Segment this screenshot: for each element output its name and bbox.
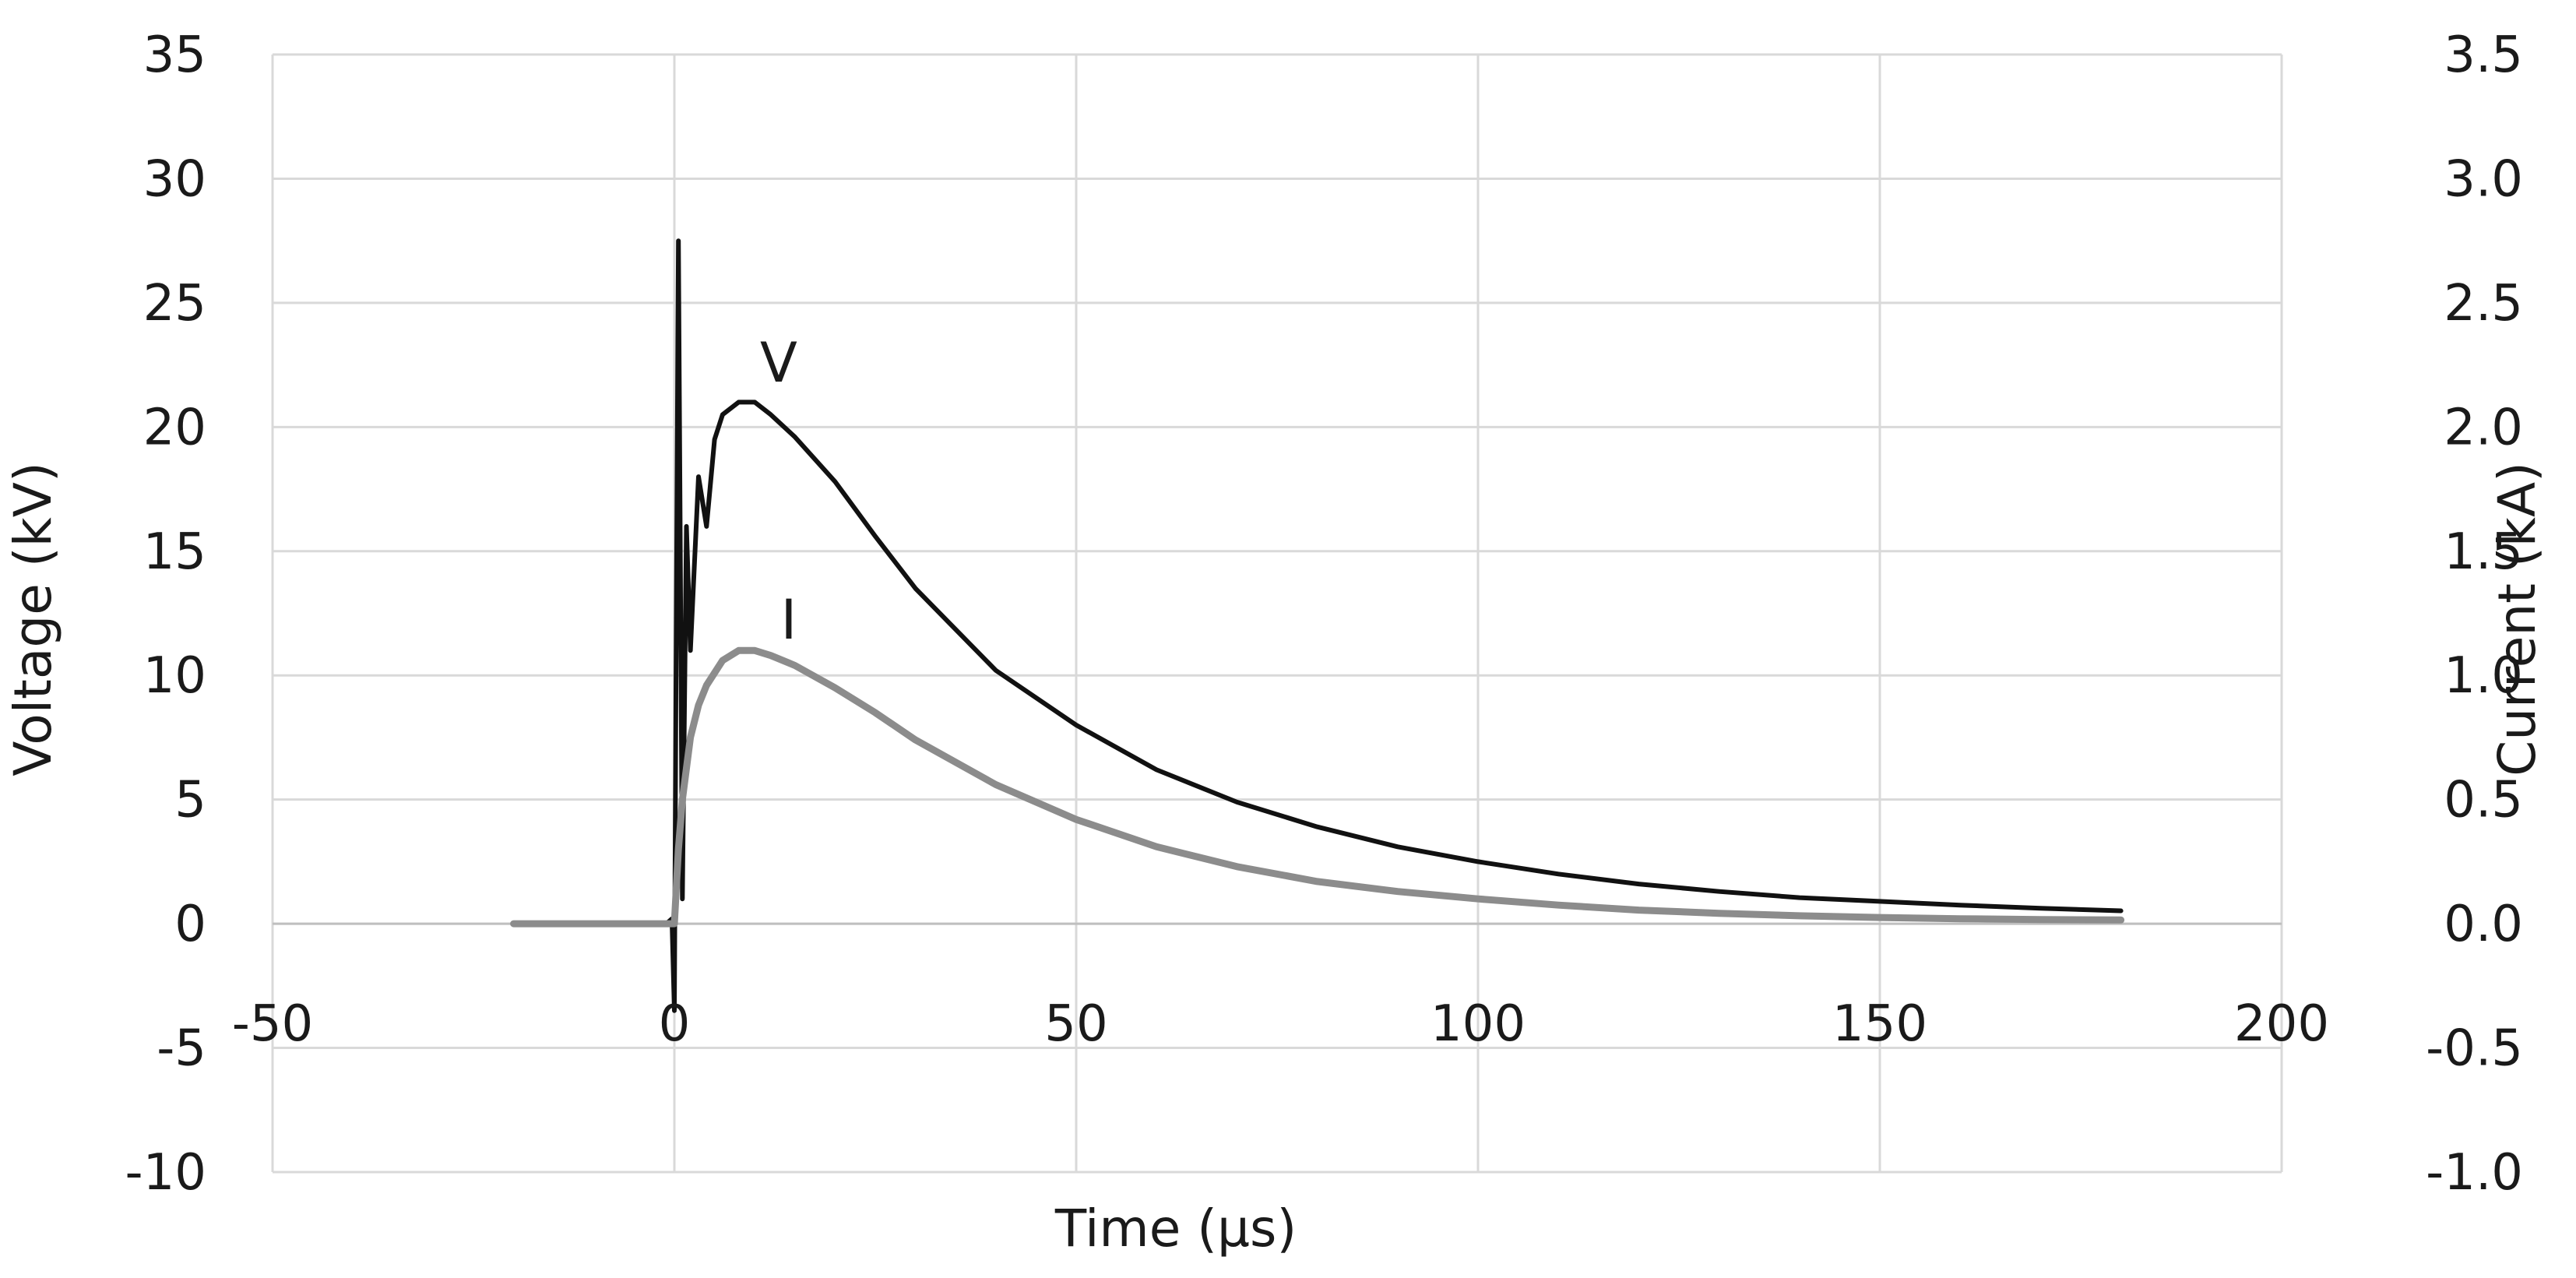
series-lines xyxy=(510,238,2125,1013)
right-y-tick-label: 1.5 xyxy=(2444,523,2523,581)
series-label-i: I xyxy=(781,588,797,652)
left-y-tick-label: -10 xyxy=(125,1144,206,1202)
right-y-tick-label: -0.5 xyxy=(2426,1020,2523,1078)
series-line-i xyxy=(510,646,2125,928)
series-line-v xyxy=(511,238,2124,1013)
right-y-tick-label: 1.0 xyxy=(2444,647,2523,705)
left-y-tick-label: 35 xyxy=(143,26,206,84)
right-y-tick-label: 0.0 xyxy=(2444,896,2523,953)
right-y-axis-title: Current (kA) xyxy=(2487,462,2547,776)
right-y-tick-label: 2.0 xyxy=(2444,399,2523,456)
left-y-tick-label: 25 xyxy=(143,275,206,333)
right-y-tick-label: 0.5 xyxy=(2444,772,2523,829)
left-y-tick-label: 20 xyxy=(143,399,206,456)
x-axis-title: Time (μs) xyxy=(1054,1199,1297,1259)
left-y-tick-label: 10 xyxy=(143,647,206,705)
left-y-tick-label: 30 xyxy=(143,150,206,208)
left-y-tick-label: 5 xyxy=(174,772,206,829)
right-y-tick-label: 3.0 xyxy=(2444,150,2523,208)
left-y-tick-label: -5 xyxy=(157,1020,206,1078)
left-y-tick-label: 15 xyxy=(143,523,206,581)
x-tick-label: 0 xyxy=(659,995,691,1053)
x-tick-label: 200 xyxy=(2234,995,2329,1053)
x-tick-label: 100 xyxy=(1431,995,1526,1053)
x-tick-label: -50 xyxy=(232,995,314,1053)
right-y-tick-label: -1.0 xyxy=(2426,1144,2523,1202)
gridlines xyxy=(271,53,2283,1174)
tick-labels: -10 -1.0 -5 -0.5 0 0.0 5 0.5 10 1.0 15 1.5 20 2.0 25 2.… xyxy=(125,26,2523,1202)
right-y-tick-label: 2.5 xyxy=(2444,275,2523,333)
x-tick-label: 50 xyxy=(1044,995,1107,1053)
right-y-tick-label: 3.5 xyxy=(2444,26,2523,84)
left-y-axis-title: Voltage (kV) xyxy=(3,462,63,776)
series-label-v: V xyxy=(760,331,797,395)
left-y-tick-label: 0 xyxy=(174,896,206,953)
x-tick-label: 150 xyxy=(1832,995,1927,1053)
